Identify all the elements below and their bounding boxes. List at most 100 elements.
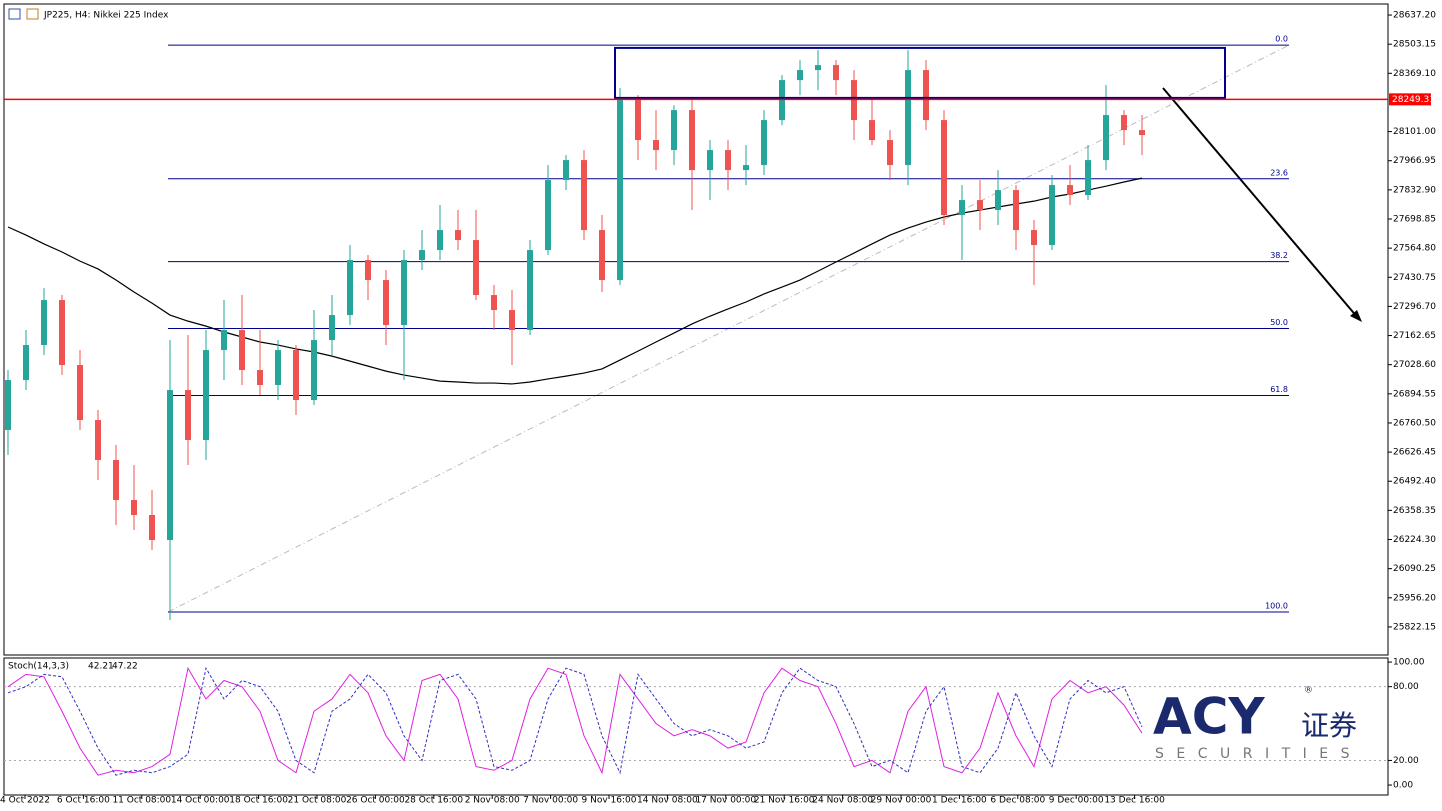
candle-body — [59, 300, 65, 366]
candle-body — [5, 380, 11, 431]
candle-body — [743, 165, 749, 171]
candle-body — [923, 70, 929, 121]
logo-brand: ACY — [1153, 688, 1265, 746]
y-tick-label: 27698.85 — [1393, 215, 1436, 225]
candle-body — [1085, 160, 1091, 196]
y-tick-label: 26894.55 — [1393, 389, 1436, 399]
indicator-name: Stoch(14,3,3) — [8, 662, 69, 672]
x-tick-label: 2 Nov 08:00 — [465, 796, 520, 806]
candle-body — [77, 365, 83, 421]
candle-body — [527, 250, 533, 331]
x-tick-label: 1 Dec 16:00 — [932, 796, 987, 806]
y-tick-label: 100.00 — [1393, 658, 1425, 668]
x-tick-label: 14 Nov 08:00 — [637, 796, 698, 806]
candle-body — [455, 230, 461, 241]
candle-body — [563, 160, 569, 181]
x-tick-label: 18 Oct 16:00 — [229, 796, 288, 806]
candle-body — [617, 100, 623, 281]
fib-label: 61.8 — [1270, 385, 1288, 394]
moving-average — [7, 177, 1143, 385]
x-tick-label: 28 Oct 16:00 — [404, 796, 463, 806]
x-tick-label: 17 Nov 00:00 — [695, 796, 756, 806]
candle-body — [167, 390, 173, 541]
candle-body — [239, 330, 245, 371]
stoch-line — [7, 666, 1143, 776]
candle-body — [365, 260, 371, 281]
y-tick-label: 27162.65 — [1393, 331, 1436, 341]
stoch-frame — [3, 657, 1389, 796]
candle-body — [221, 330, 227, 351]
y-tick-label: 26224.30 — [1393, 535, 1436, 545]
logo-mark: ® — [1304, 686, 1313, 696]
y-tick-label: 27430.75 — [1393, 273, 1436, 283]
candle-body — [653, 140, 659, 151]
y-tick-label: 28503.15 — [1393, 40, 1436, 50]
candle-body — [545, 180, 551, 251]
y-tick-label: 80.00 — [1393, 682, 1419, 692]
y-tick-label: 25822.15 — [1393, 622, 1436, 632]
candle-body — [113, 460, 119, 501]
candle-body — [23, 345, 29, 381]
symbol-icon — [8, 8, 39, 20]
candle-body — [887, 140, 893, 166]
candle-body — [1049, 185, 1055, 246]
x-tick-label: 24 Nov 08:00 — [812, 796, 873, 806]
fib-label: 23.6 — [1270, 168, 1288, 177]
candle-body — [869, 120, 875, 141]
candle-body — [1139, 130, 1145, 136]
candle-body — [725, 150, 731, 171]
candle-body — [347, 260, 353, 316]
y-tick-label: 28369.10 — [1393, 69, 1436, 79]
candle-body — [833, 65, 839, 81]
logo-tagline: SECURITIES — [1155, 746, 1362, 762]
candle-body — [905, 70, 911, 166]
candle-body — [185, 390, 191, 441]
x-tick-label: 11 Oct 08:00 — [112, 796, 171, 806]
candle-body — [581, 160, 587, 231]
y-tick-label: 27028.60 — [1393, 360, 1436, 370]
fib-label: 38.2 — [1270, 251, 1288, 260]
x-tick-label: 7 Nov 00:00 — [523, 796, 578, 806]
x-tick-label: 13 Dec 16:00 — [1104, 796, 1165, 806]
y-tick-label: 27296.70 — [1393, 302, 1436, 312]
candle-body — [131, 500, 137, 516]
y-tick-label: 0.00 — [1393, 781, 1413, 791]
x-tick-label: 26 Oct 00:00 — [346, 796, 405, 806]
candle-body — [491, 295, 497, 311]
y-tick-label: 26492.40 — [1393, 477, 1436, 487]
fib-label: 0.0 — [1275, 35, 1288, 44]
candle-body — [671, 110, 677, 151]
candle-body — [401, 260, 407, 326]
chart-title: JP225, H4: Nikkei 225 Index — [43, 11, 169, 21]
candle-body — [995, 190, 1001, 211]
y-tick-label: 20.00 — [1393, 756, 1419, 766]
fib-label: 100.0 — [1265, 601, 1288, 610]
candle-body — [797, 70, 803, 81]
candle-body — [275, 350, 281, 386]
x-tick-label: 6 Oct 16:00 — [57, 796, 110, 806]
main-frame — [3, 3, 1389, 656]
x-tick-label: 9 Dec 00:00 — [1049, 796, 1104, 806]
stoch-d-value: 47.22 — [112, 662, 138, 672]
y-tick-label: 27564.80 — [1393, 244, 1436, 254]
x-tick-label: 4 Oct 2022 — [0, 796, 50, 806]
y-tick-label: 27966.95 — [1393, 156, 1436, 166]
candle-body — [1121, 115, 1127, 131]
candle-body — [419, 250, 425, 261]
x-tick-label: 14 Oct 00:00 — [171, 796, 230, 806]
y-tick-label: 26626.45 — [1393, 448, 1436, 458]
candle-body — [815, 65, 821, 71]
candle-body — [707, 150, 713, 171]
x-tick-label: 6 Dec 08:00 — [990, 796, 1045, 806]
arrow — [1162, 87, 1362, 322]
x-tick-label: 29 Nov 00:00 — [871, 796, 932, 806]
y-tick-label: 27832.90 — [1393, 185, 1436, 195]
y-tick-label: 26358.35 — [1393, 506, 1436, 516]
candle-body — [761, 120, 767, 166]
fib-label: 50.0 — [1270, 318, 1288, 327]
y-tick-label: 28101.00 — [1393, 127, 1436, 137]
candle-body — [437, 230, 443, 251]
candle-body — [41, 300, 47, 346]
